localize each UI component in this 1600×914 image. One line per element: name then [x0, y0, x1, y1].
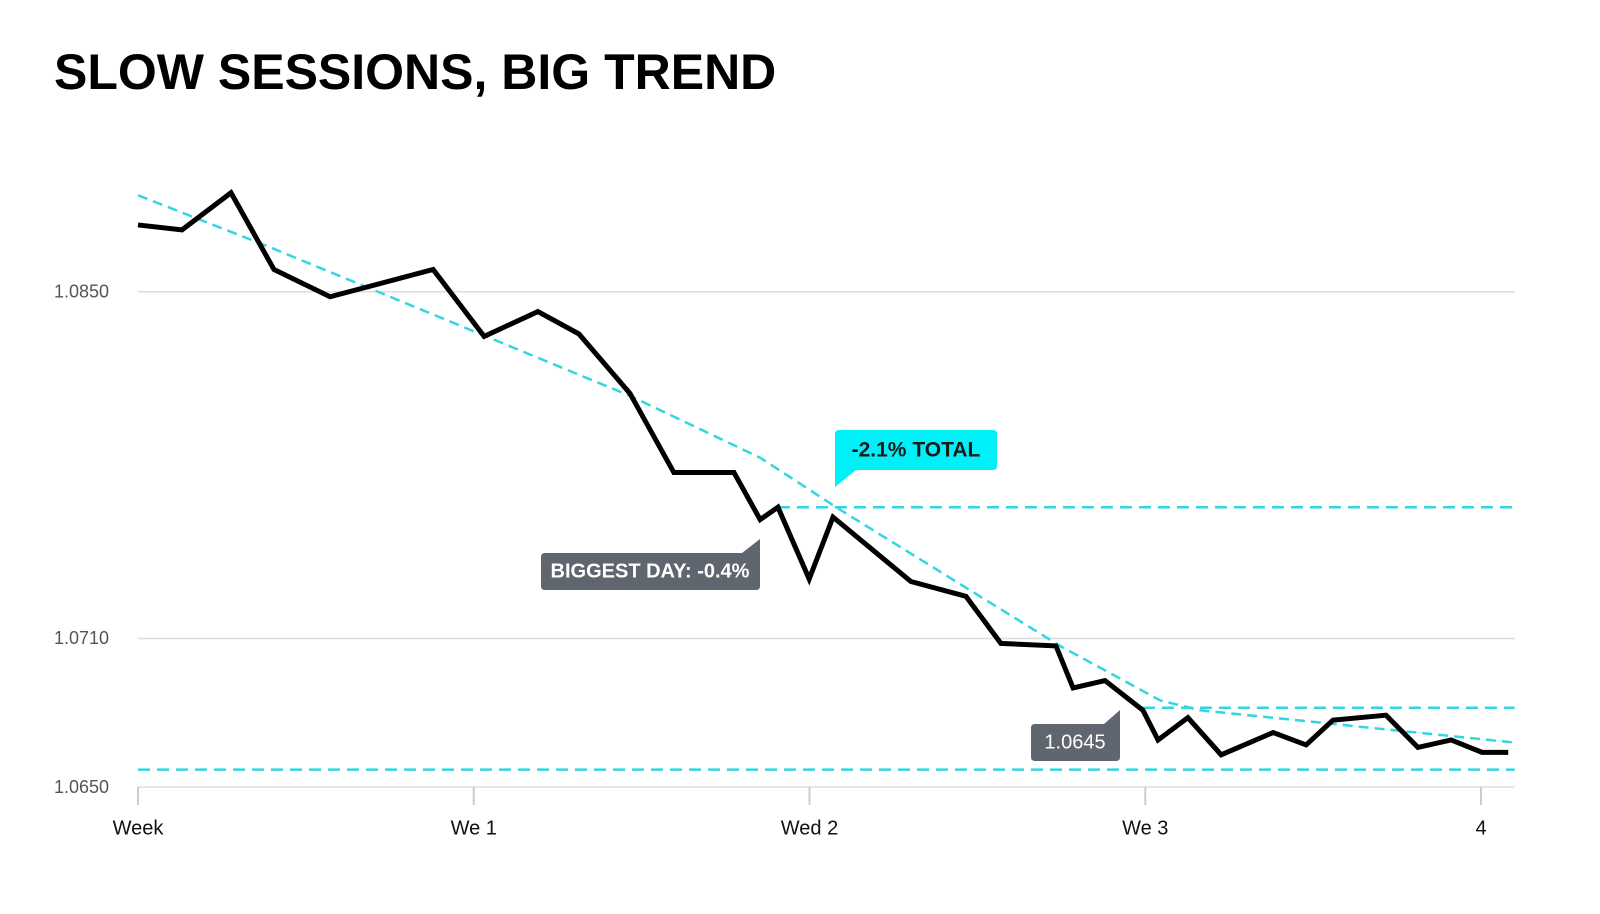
price-line — [137, 189, 1509, 758]
trend-line — [137, 194, 1514, 744]
y-tick-label: 1.0850 — [54, 282, 109, 302]
x-tick-label: Week — [113, 817, 165, 839]
chart-title: SLOW SESSIONS, BIG TREND — [54, 44, 776, 100]
x-tick-label: 4 — [1475, 817, 1486, 839]
annotation-total: -2.1% TOTAL — [835, 430, 997, 487]
x-tick-label: Wed 2 — [781, 817, 838, 839]
callout-box — [1031, 710, 1120, 761]
x-tick-label: We 1 — [451, 817, 497, 839]
annotation-label: 1.0645 — [1044, 731, 1105, 753]
y-tick-label: 1.0650 — [54, 777, 109, 797]
callout-box — [541, 539, 760, 590]
y-tick-label: 1.0710 — [54, 628, 109, 648]
annotation-biggest-day: BIGGEST DAY: -0.4% — [541, 539, 760, 590]
annotation-label: BIGGEST DAY: -0.4% — [551, 560, 750, 582]
annotation-price: 1.0645 — [1031, 710, 1120, 761]
x-tick-label: We 3 — [1122, 817, 1168, 839]
callout-box — [835, 430, 997, 487]
annotation-label: -2.1% TOTAL — [852, 439, 981, 462]
